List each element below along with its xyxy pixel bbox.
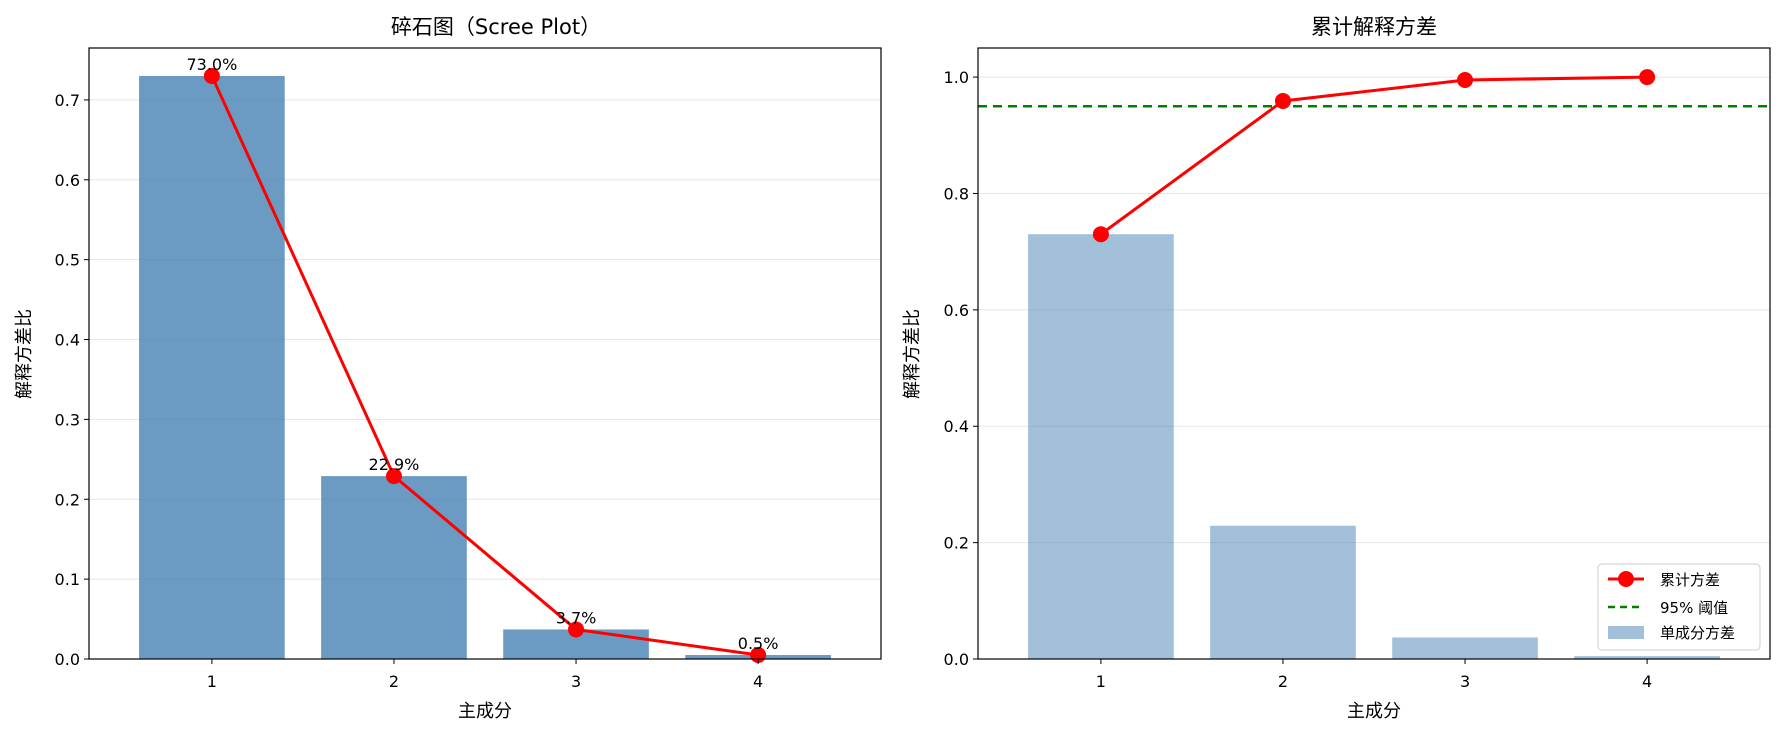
x-tick-label: 3 <box>571 672 581 691</box>
data-label: 0.5% <box>738 634 779 653</box>
data-point <box>1274 92 1291 109</box>
y-tick-label: 0.6 <box>944 301 969 320</box>
legend-label-single: 单成分方差 <box>1660 624 1735 642</box>
x-tick-label: 3 <box>1460 672 1470 691</box>
x-tick-label: 4 <box>1642 672 1652 691</box>
y-tick-label: 0.1 <box>55 570 80 589</box>
legend: 累计方差 95% 阈值 单成分方差 <box>1597 563 1761 651</box>
data-point <box>385 468 402 485</box>
legend-label-cumulative: 累计方差 <box>1660 571 1720 589</box>
cumulative-chart-frame <box>977 47 1771 660</box>
scree-plot-y-axis-label: 解释方差比 <box>14 309 35 399</box>
cumulative-chart-title: 累计解释方差 <box>1311 15 1437 39</box>
data-point <box>1639 69 1656 86</box>
cumulative-variance-chart: 累计解释方差 0.0 0.2 0.4 0.6 0.8 1.0 1 2 3 4 主成分 解释方差比… <box>902 15 1771 722</box>
x-tick-label: 1 <box>1096 672 1106 691</box>
y-tick-label: 0.2 <box>55 490 80 509</box>
y-tick-label: 0.4 <box>55 331 80 350</box>
x-tick-label: 2 <box>1278 672 1288 691</box>
bar <box>1574 656 1720 659</box>
data-point <box>568 621 585 638</box>
data-label: 22.9% <box>369 455 420 474</box>
scree-plot-title: 碎石图（Scree Plot） <box>391 15 601 39</box>
y-tick-label: 0.8 <box>944 184 969 203</box>
scree-plot: 碎石图（Scree Plot） 73.0% 22.9% 3.7% 0.5% 0.0 0.… <box>14 15 882 722</box>
cumulative-chart-x-axis-label: 主成分 <box>1347 701 1401 722</box>
bar <box>1028 234 1174 659</box>
scree-plot-frame <box>88 47 882 660</box>
data-label: 73.0% <box>186 55 237 74</box>
bar <box>1392 637 1538 659</box>
data-point <box>1092 226 1109 243</box>
legend-marker-cumulative <box>1618 571 1634 587</box>
x-tick-label: 4 <box>753 672 763 691</box>
y-tick-label: 0.6 <box>55 171 80 190</box>
y-tick-label: 0.5 <box>55 251 80 270</box>
data-label: 3.7% <box>556 608 597 627</box>
bar <box>1210 525 1356 659</box>
legend-swatch-single <box>1608 626 1644 639</box>
bar <box>321 476 467 659</box>
series-line <box>1100 75 1648 236</box>
data-point <box>203 67 220 84</box>
y-tick-label: 0.3 <box>55 410 80 429</box>
y-tick-label: 0.0 <box>944 650 969 669</box>
cumulative-chart-y-axis-label: 解释方差比 <box>902 309 923 399</box>
bar <box>139 75 285 660</box>
y-tick-label: 0.0 <box>55 650 80 669</box>
x-tick-label: 1 <box>207 672 217 691</box>
data-point <box>1457 72 1474 89</box>
y-tick-label: 0.7 <box>55 91 80 110</box>
scree-plot-x-axis-label: 主成分 <box>458 701 512 722</box>
x-tick-label: 2 <box>389 672 399 691</box>
series-line <box>210 75 759 657</box>
legend-label-threshold: 95% 阈值 <box>1660 599 1728 617</box>
y-tick-label: 1.0 <box>944 68 969 87</box>
y-tick-label: 0.2 <box>944 534 969 553</box>
y-tick-label: 0.4 <box>944 417 969 436</box>
